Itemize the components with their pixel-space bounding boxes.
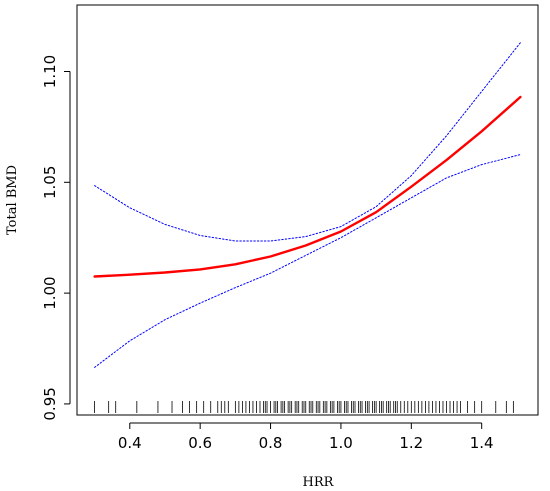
upper-ci-line <box>94 42 521 242</box>
x-axis: 0.4 0.6 0.8 1.0 1.2 1.4 <box>118 422 494 452</box>
rug-marks <box>94 401 514 413</box>
x-tick-label: 1.4 <box>470 434 494 452</box>
y-axis-label: Total BMD <box>5 165 20 235</box>
x-tick-label: 0.8 <box>259 434 283 452</box>
fit-line <box>93 95 522 278</box>
x-tick-label: 0.4 <box>118 434 142 452</box>
y-tick-label: 1.00 <box>41 276 59 309</box>
series-group <box>93 42 522 368</box>
y-tick-label: 1.10 <box>41 55 59 88</box>
x-tick-label: 0.6 <box>188 434 212 452</box>
x-tick-label: 1.0 <box>329 434 353 452</box>
y-tick-label: 0.95 <box>41 387 59 420</box>
y-tick-label: 1.05 <box>41 166 59 199</box>
x-tick-label: 1.2 <box>399 434 423 452</box>
plot-frame <box>76 4 539 416</box>
x-axis-label: HRR <box>303 475 335 490</box>
y-axis: 0.95 1.00 1.05 1.10 <box>41 55 71 421</box>
lower-ci-line <box>94 154 521 368</box>
